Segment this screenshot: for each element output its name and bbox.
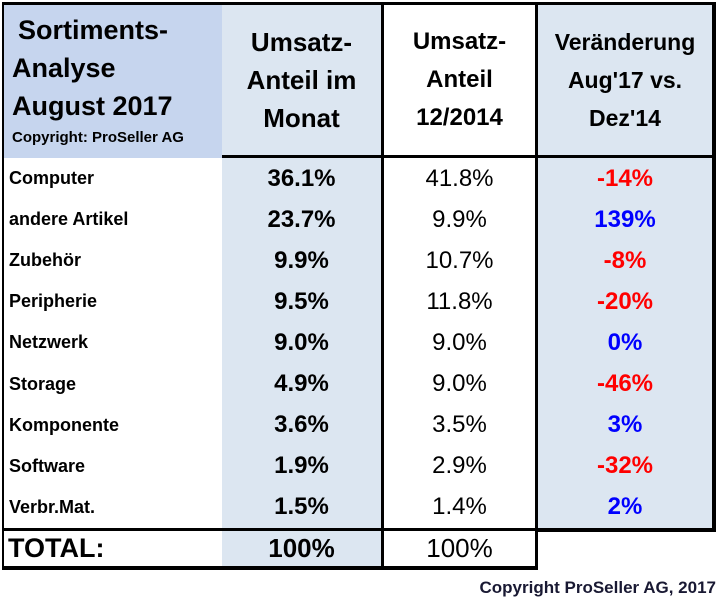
total-row: TOTAL: 100% bbox=[4, 528, 381, 566]
column-header-change: Veränderung Aug'17 vs. Dez'14 bbox=[538, 5, 712, 158]
month-share-value: 1.9% bbox=[222, 445, 381, 487]
change-value: 139% bbox=[594, 205, 656, 233]
dec2014-rows: 41.8% 9.9% 10.7% 11.8% 9.0% 9.0% 3.5% 2.9% 1.4% bbox=[384, 158, 535, 528]
table-row: Peripherie 9.5% bbox=[4, 281, 381, 323]
dec2014-share-value: 9.0% bbox=[432, 370, 487, 398]
table-row: Zubehör 9.9% bbox=[4, 240, 381, 282]
row-label: Komponente bbox=[9, 414, 119, 435]
column-header-dec2014-share: Umsatz- Anteil 12/2014 bbox=[384, 5, 535, 158]
dec2014-share-value: 3.5% bbox=[432, 411, 487, 439]
table-row: Storage 4.9% bbox=[4, 363, 381, 405]
column-header-line: Monat bbox=[263, 103, 340, 133]
change-value: 3% bbox=[607, 411, 643, 439]
row-label: Computer bbox=[9, 168, 94, 189]
dec2014-share-value: 9.0% bbox=[432, 328, 487, 356]
header-row: Sortiments- Analyse August 2017 Copyrigh… bbox=[4, 5, 381, 158]
row-label: Software bbox=[9, 455, 86, 476]
total-label: TOTAL: bbox=[8, 533, 105, 563]
month-share-value: 3.6% bbox=[222, 404, 381, 446]
title-cell: Sortiments- Analyse August 2017 Copyrigh… bbox=[4, 5, 222, 158]
change-value: -8% bbox=[603, 246, 647, 274]
column-header-month-share: Umsatz- Anteil im Monat bbox=[222, 5, 381, 158]
row-label: Storage bbox=[9, 373, 77, 394]
total-month-share: 100% bbox=[222, 531, 381, 566]
change-value: -32% bbox=[596, 452, 654, 480]
month-share-value: 36.1% bbox=[222, 158, 381, 200]
dec2014-share-value: 2.9% bbox=[432, 452, 487, 480]
page-title-line: Analyse bbox=[12, 53, 116, 83]
title-copyright: Copyright: ProSeller AG bbox=[12, 129, 184, 146]
table-row: Netzwerk 9.0% bbox=[4, 322, 381, 364]
column-header-line: Dez'14 bbox=[589, 105, 661, 131]
column-header-line: Anteil bbox=[426, 66, 493, 93]
row-label: Netzwerk bbox=[9, 332, 89, 353]
month-share-value: 4.9% bbox=[222, 363, 381, 405]
month-share-value: 23.7% bbox=[222, 199, 381, 241]
column-header-line: Veränderung bbox=[554, 29, 696, 55]
dec2014-share-value: 41.8% bbox=[425, 164, 494, 192]
table-row: Software 1.9% bbox=[4, 445, 381, 487]
month-share-value: 9.0% bbox=[222, 322, 381, 364]
table-row: Verbr.Mat. 1.5% bbox=[4, 486, 381, 528]
change-rows: -14% 139% -8% -20% 0% -46% 3% -32% 2% bbox=[538, 158, 712, 528]
month-share-value: 9.9% bbox=[222, 240, 381, 282]
column-header-line: Umsatz- bbox=[412, 28, 507, 55]
change-value: -20% bbox=[596, 287, 654, 315]
row-label: andere Artikel bbox=[9, 209, 129, 230]
dec2014-share-value: 11.8% bbox=[426, 287, 493, 315]
column-header-line: Aug'17 vs. bbox=[567, 67, 683, 93]
footer-copyright: Copyright ProSeller AG, 2017 bbox=[479, 578, 717, 597]
category-month-rows: Computer 36.1% andere Artikel 23.7% Zubehör 9… bbox=[4, 158, 381, 528]
column-header-line: Umsatz- bbox=[250, 27, 353, 57]
month-share-value: 1.5% bbox=[222, 486, 381, 528]
total-dec2014-share: 100% bbox=[384, 528, 535, 566]
month-share-value: 9.5% bbox=[222, 281, 381, 323]
dec2014-share-value: 1.4% bbox=[432, 493, 487, 521]
row-label: Zubehör bbox=[9, 250, 81, 271]
dec2014-column: Umsatz- Anteil 12/2014 41.8% 9.9% 10.7% 11.… bbox=[381, 2, 538, 570]
dec2014-share-value: 10.7% bbox=[425, 246, 494, 274]
dec2014-share-value: 9.9% bbox=[432, 205, 487, 233]
main-table: Sortiments- Analyse August 2017 Copyrigh… bbox=[2, 2, 381, 570]
change-value: 0% bbox=[607, 328, 643, 356]
change-value: -14% bbox=[596, 164, 654, 192]
column-header-line: 12/2014 bbox=[416, 104, 503, 131]
row-label: Peripherie bbox=[9, 291, 98, 312]
table-row: Computer 36.1% bbox=[4, 158, 381, 200]
change-column: Veränderung Aug'17 vs. Dez'14 -14% 139% -8… bbox=[535, 2, 716, 532]
change-value: -46% bbox=[596, 370, 654, 398]
page-title-line: Sortiments- bbox=[18, 15, 169, 45]
change-value: 2% bbox=[607, 493, 643, 521]
page-title-line: August 2017 bbox=[12, 91, 173, 121]
column-header-line: Anteil im bbox=[246, 65, 357, 95]
table-row: andere Artikel 23.7% bbox=[4, 199, 381, 241]
row-label: Verbr.Mat. bbox=[9, 496, 96, 517]
table-row: Komponente 3.6% bbox=[4, 404, 381, 446]
